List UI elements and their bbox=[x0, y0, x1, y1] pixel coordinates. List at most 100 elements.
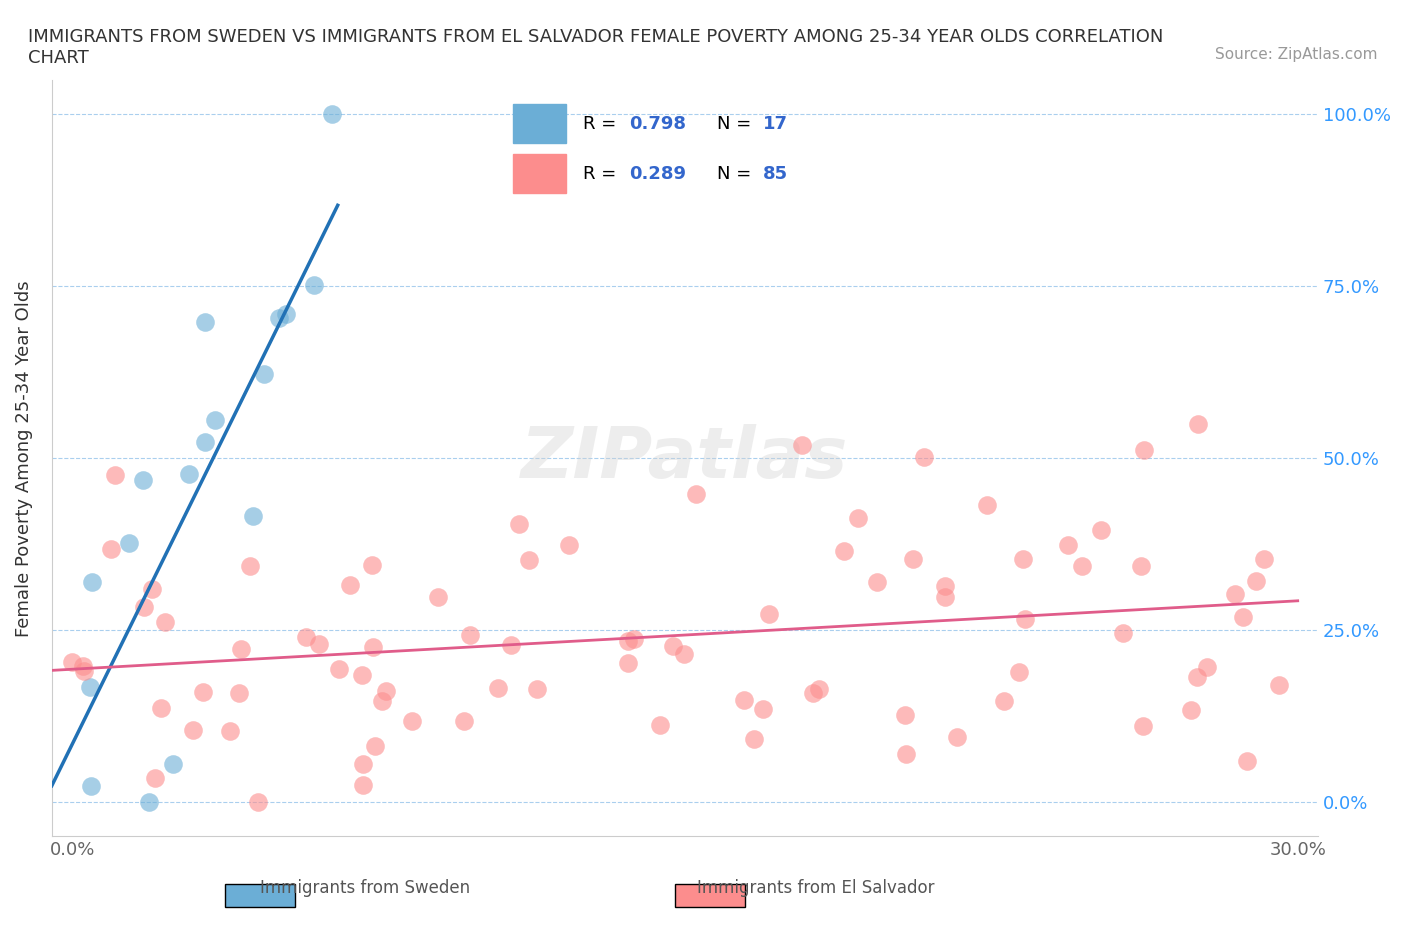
Point bbox=[617, 633, 640, 648]
Point bbox=[308, 637, 330, 652]
Point bbox=[231, 642, 253, 657]
Point bbox=[80, 778, 103, 793]
Y-axis label: Female Poverty Among 25-34 Year Olds: Female Poverty Among 25-34 Year Olds bbox=[15, 280, 32, 636]
Point bbox=[194, 314, 217, 329]
Point bbox=[118, 535, 141, 550]
Point bbox=[302, 278, 325, 293]
Point bbox=[801, 685, 824, 700]
Point bbox=[848, 511, 870, 525]
Point bbox=[650, 718, 672, 733]
Point bbox=[616, 656, 638, 671]
Point bbox=[1236, 753, 1258, 768]
Point bbox=[60, 654, 83, 669]
Point bbox=[1244, 574, 1267, 589]
Point bbox=[364, 738, 387, 753]
Point bbox=[73, 663, 96, 678]
Point bbox=[685, 486, 707, 501]
Point bbox=[752, 701, 775, 716]
Text: N =: N = bbox=[717, 115, 756, 133]
Point bbox=[138, 794, 160, 809]
Point bbox=[375, 684, 398, 698]
Point bbox=[993, 694, 1015, 709]
Point bbox=[1268, 678, 1291, 693]
Point bbox=[132, 472, 155, 487]
Point bbox=[100, 541, 122, 556]
Point bbox=[274, 307, 297, 322]
Point bbox=[517, 552, 540, 567]
Point bbox=[321, 107, 343, 122]
Point bbox=[894, 708, 917, 723]
Point bbox=[295, 630, 318, 644]
Point bbox=[194, 434, 217, 449]
Point bbox=[672, 646, 695, 661]
Point bbox=[976, 498, 998, 512]
Text: ZIPatlas: ZIPatlas bbox=[522, 424, 849, 493]
Point bbox=[1008, 664, 1031, 679]
Point bbox=[352, 777, 374, 792]
Point bbox=[558, 538, 581, 552]
Point bbox=[894, 747, 917, 762]
Point bbox=[662, 639, 685, 654]
Point bbox=[153, 615, 176, 630]
Point bbox=[269, 311, 291, 325]
Point bbox=[1253, 552, 1275, 567]
Text: R =: R = bbox=[583, 115, 623, 133]
Point bbox=[328, 661, 350, 676]
Point bbox=[228, 685, 250, 700]
Point bbox=[191, 685, 214, 700]
Bar bbox=[513, 154, 565, 193]
Point bbox=[934, 578, 956, 593]
Point bbox=[914, 450, 936, 465]
Text: N =: N = bbox=[717, 166, 756, 183]
Point bbox=[1111, 625, 1133, 640]
Point bbox=[486, 681, 509, 696]
Point bbox=[204, 412, 226, 427]
Text: Immigrants from El Salvador: Immigrants from El Salvador bbox=[697, 879, 934, 897]
Point bbox=[162, 756, 184, 771]
Point bbox=[339, 578, 361, 592]
Point bbox=[72, 658, 94, 673]
Point bbox=[1133, 443, 1156, 458]
Point bbox=[247, 794, 270, 809]
Text: IMMIGRANTS FROM SWEDEN VS IMMIGRANTS FROM EL SALVADOR FEMALE POVERTY AMONG 25-34: IMMIGRANTS FROM SWEDEN VS IMMIGRANTS FRO… bbox=[28, 28, 1164, 67]
Point bbox=[150, 700, 173, 715]
Point bbox=[744, 732, 766, 747]
Point bbox=[141, 581, 163, 596]
Point bbox=[242, 509, 264, 524]
Point bbox=[181, 723, 204, 737]
Point bbox=[733, 693, 755, 708]
Point bbox=[361, 640, 384, 655]
Point bbox=[219, 724, 242, 738]
Point bbox=[508, 517, 530, 532]
Point bbox=[1057, 538, 1080, 552]
Point bbox=[1130, 558, 1153, 573]
Point bbox=[623, 631, 645, 646]
Point bbox=[177, 466, 200, 481]
Point bbox=[790, 437, 813, 452]
Point bbox=[145, 771, 167, 786]
Point bbox=[79, 680, 101, 695]
Point bbox=[350, 668, 373, 683]
Point bbox=[426, 590, 449, 604]
Point bbox=[832, 543, 855, 558]
Point bbox=[239, 559, 262, 574]
Text: 17: 17 bbox=[762, 115, 787, 133]
Point bbox=[82, 575, 104, 590]
Point bbox=[758, 606, 780, 621]
Point bbox=[458, 628, 481, 643]
Point bbox=[1232, 609, 1254, 624]
Point bbox=[526, 682, 548, 697]
Text: R =: R = bbox=[583, 166, 623, 183]
Point bbox=[1225, 586, 1247, 601]
Point bbox=[934, 590, 956, 604]
Point bbox=[360, 557, 382, 572]
Point bbox=[1180, 702, 1202, 717]
Point bbox=[352, 756, 374, 771]
Point bbox=[1132, 718, 1154, 733]
Point bbox=[453, 713, 475, 728]
Text: Source: ZipAtlas.com: Source: ZipAtlas.com bbox=[1215, 46, 1378, 61]
Point bbox=[371, 693, 394, 708]
Point bbox=[946, 730, 969, 745]
Point bbox=[1195, 659, 1218, 674]
Point bbox=[401, 713, 423, 728]
